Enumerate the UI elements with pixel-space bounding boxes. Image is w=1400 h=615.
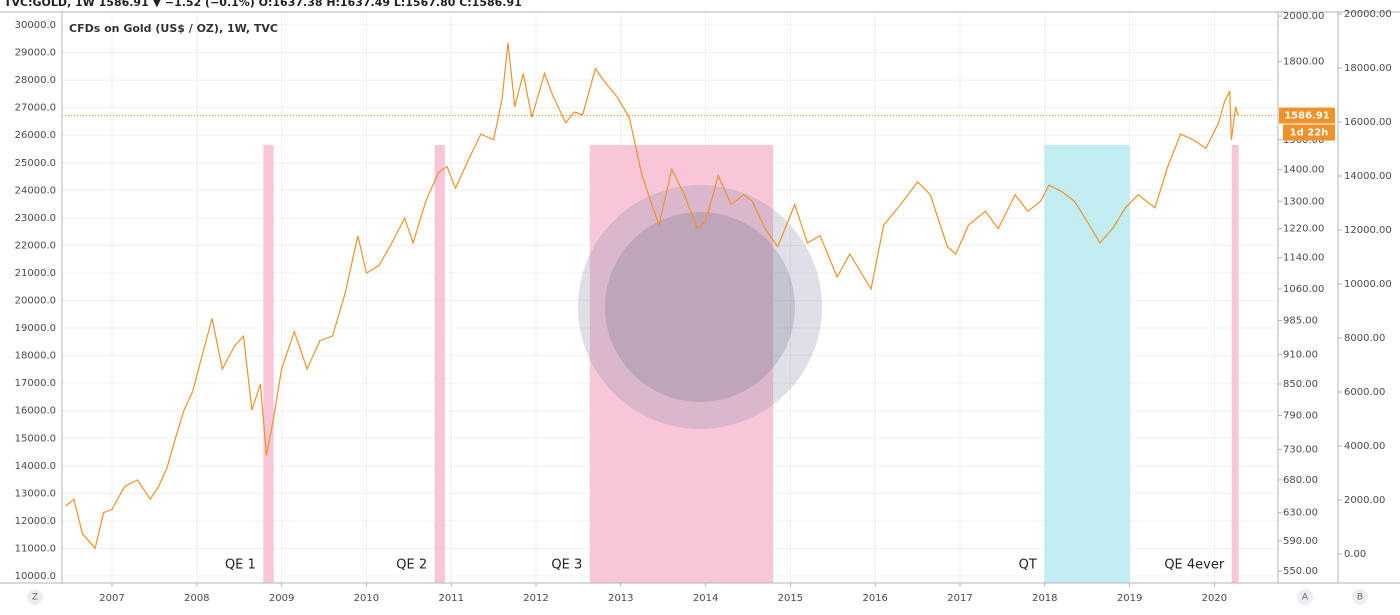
left-tick-label: 20000.0 (15, 296, 56, 307)
region-label: QE 3 (551, 558, 582, 573)
x-tick-label: 2007 (99, 593, 124, 604)
right-tick-label: 20000.00 (1344, 9, 1392, 20)
region-label: QT (1019, 558, 1037, 573)
left-tick-label: 18000.0 (15, 351, 56, 362)
right-tick-label: 8000.00 (1344, 333, 1385, 344)
shaded-region (434, 145, 445, 584)
shaded-region (1044, 145, 1131, 584)
left-tick-label: 22000.0 (15, 240, 56, 251)
price-tick-label: 630.00 (1283, 508, 1318, 519)
header: TVC:GOLD, 1W 1586.91 ▼ −1.52 (−0.1%) O:1… (4, 0, 522, 9)
region-label: QE 4ever (1164, 558, 1225, 573)
right-tick-label: 14000.00 (1344, 171, 1392, 182)
axis-button[interactable] (1352, 589, 1368, 605)
price-tick-label: 910.00 (1283, 350, 1318, 361)
right-tick-label: 0.00 (1344, 549, 1366, 560)
left-tick-label: 10000.0 (15, 571, 56, 582)
axis-button-label[interactable]: Z (32, 593, 38, 603)
x-tick-label: 2016 (862, 593, 887, 604)
x-tick-label: 2010 (354, 593, 379, 604)
left-tick-label: 28000.0 (15, 75, 56, 86)
left-tick-label: 16000.0 (15, 406, 56, 417)
left-tick-label: 19000.0 (15, 323, 56, 334)
price-tick-label: 850.00 (1283, 379, 1318, 390)
price-tick-label: 1800.00 (1283, 56, 1324, 67)
price-tick-label: 1300.00 (1283, 196, 1324, 207)
axis-button-label[interactable]: B (1357, 593, 1363, 603)
price-tick-label: 2000.00 (1283, 11, 1324, 22)
price-tick-label: 790.00 (1283, 410, 1318, 421)
shaded-region (589, 145, 774, 584)
left-tick-label: 17000.0 (15, 378, 56, 389)
right-tick-label: 10000.00 (1344, 279, 1392, 290)
left-tick-label: 25000.0 (15, 158, 56, 169)
right-tick-label: 12000.00 (1344, 225, 1392, 236)
left-tick-label: 14000.0 (15, 461, 56, 472)
left-tick-label: 29000.0 (15, 48, 56, 59)
left-tick-label: 21000.0 (15, 268, 56, 279)
price-tick-label: 550.00 (1283, 566, 1318, 577)
price-tick-label: 1060.00 (1283, 284, 1324, 295)
right-tick-label: 18000.00 (1344, 63, 1392, 74)
x-tick-label: 2019 (1117, 593, 1142, 604)
price-tick-label: 730.00 (1283, 444, 1318, 455)
right-tick-label: 6000.00 (1344, 387, 1385, 398)
x-tick-label: 2017 (947, 593, 972, 604)
axis-button[interactable] (27, 589, 43, 605)
left-tick-label: 13000.0 (15, 488, 56, 499)
x-tick-label: 2020 (1202, 593, 1227, 604)
price-tick-label: 680.00 (1283, 475, 1318, 486)
left-tick-label: 15000.0 (15, 433, 56, 444)
x-tick-label: 2015 (778, 593, 803, 604)
x-tick-label: 2013 (608, 593, 633, 604)
x-tick-label: 2014 (693, 593, 718, 604)
price-tick-label: 590.00 (1283, 536, 1318, 547)
price-tick-label: 1220.00 (1283, 224, 1324, 235)
left-tick-label: 23000.0 (15, 213, 56, 224)
shaded-region (263, 145, 274, 584)
watermark (578, 185, 822, 429)
shaded-region (1231, 145, 1239, 584)
x-tick-label: 2018 (1032, 593, 1057, 604)
left-tick-label: 26000.0 (15, 130, 56, 141)
price-tick-label: 985.00 (1283, 316, 1318, 327)
x-tick-label: 2008 (184, 593, 209, 604)
region-label: QE 2 (396, 558, 427, 573)
countdown-label: 1d 22h (1290, 128, 1329, 139)
x-tick-label: 2012 (523, 593, 548, 604)
last-price-label: 1586.91 (1284, 111, 1330, 122)
x-tick-label: 2011 (438, 593, 463, 604)
right-tick-label: 2000.00 (1344, 495, 1385, 506)
countdown-box (1283, 124, 1335, 141)
region-label: QE 1 (225, 558, 256, 573)
x-tick-label: 2009 (269, 593, 294, 604)
price-tick-label: 1140.00 (1283, 253, 1324, 264)
left-tick-label: 24000.0 (15, 185, 56, 196)
legend: CFDs on Gold (US$ / OZ), 1W, TVC (69, 22, 278, 35)
axis-button[interactable] (1297, 589, 1313, 605)
watermark-inner (605, 212, 795, 402)
price-tick-label: 1400.00 (1283, 164, 1324, 175)
left-tick-label: 27000.0 (15, 103, 56, 114)
right-tick-label: 4000.00 (1344, 441, 1385, 452)
price-line (65, 42, 1239, 550)
axis-button-label[interactable]: A (1302, 593, 1309, 603)
right-tick-label: 16000.00 (1344, 117, 1392, 128)
last-price-box (1279, 107, 1335, 124)
left-tick-label: 12000.0 (15, 516, 56, 527)
left-tick-label: 11000.0 (15, 543, 56, 554)
left-tick-label: 30000.0 (15, 20, 56, 31)
